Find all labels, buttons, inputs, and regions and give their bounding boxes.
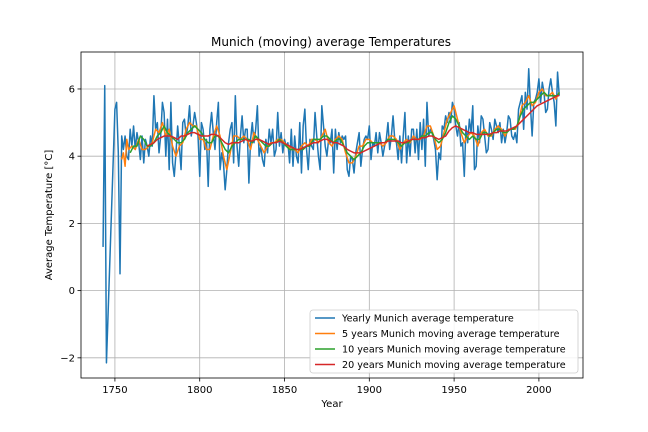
series-line-4 [146,94,560,154]
legend: Yearly Munich average temperature 5 years… [309,309,579,374]
x-tick-label: 1800 [187,385,212,396]
y-tick-label: 2 [69,219,75,230]
legend-label-4: 20 years Munich moving average temperatu… [342,360,566,371]
legend-label-1: Yearly Munich average temperature [341,314,514,325]
y-axis-label: Average Temperature [°C] [44,150,55,281]
axis-ticks: 1750 1800 1850 1900 1950 2000 −2 0 2 4 6 [60,84,551,396]
x-tick-label: 1900 [357,385,382,396]
plot-frame [80,51,584,379]
series-line-3 [129,91,560,161]
x-tick-label: 1950 [441,385,466,396]
y-tick-label: 0 [69,286,75,297]
chart-title: Munich (moving) average Temperatures [211,35,451,49]
legend-label-2: 5 years Munich moving average temperatur… [342,329,560,340]
x-tick-label: 1850 [272,385,297,396]
grid [81,52,583,378]
y-tick-label: 6 [69,84,75,95]
series-lines [102,68,561,364]
y-tick-label: 4 [69,152,75,163]
x-tick-label: 2000 [526,385,551,396]
legend-label-3: 10 years Munich moving average temperatu… [342,345,566,356]
x-tick-label: 1750 [102,385,127,396]
legend-frame [309,309,579,374]
series-line-2 [120,88,560,171]
x-axis-label: Year [320,399,343,410]
y-tick-label: −2 [60,353,75,364]
